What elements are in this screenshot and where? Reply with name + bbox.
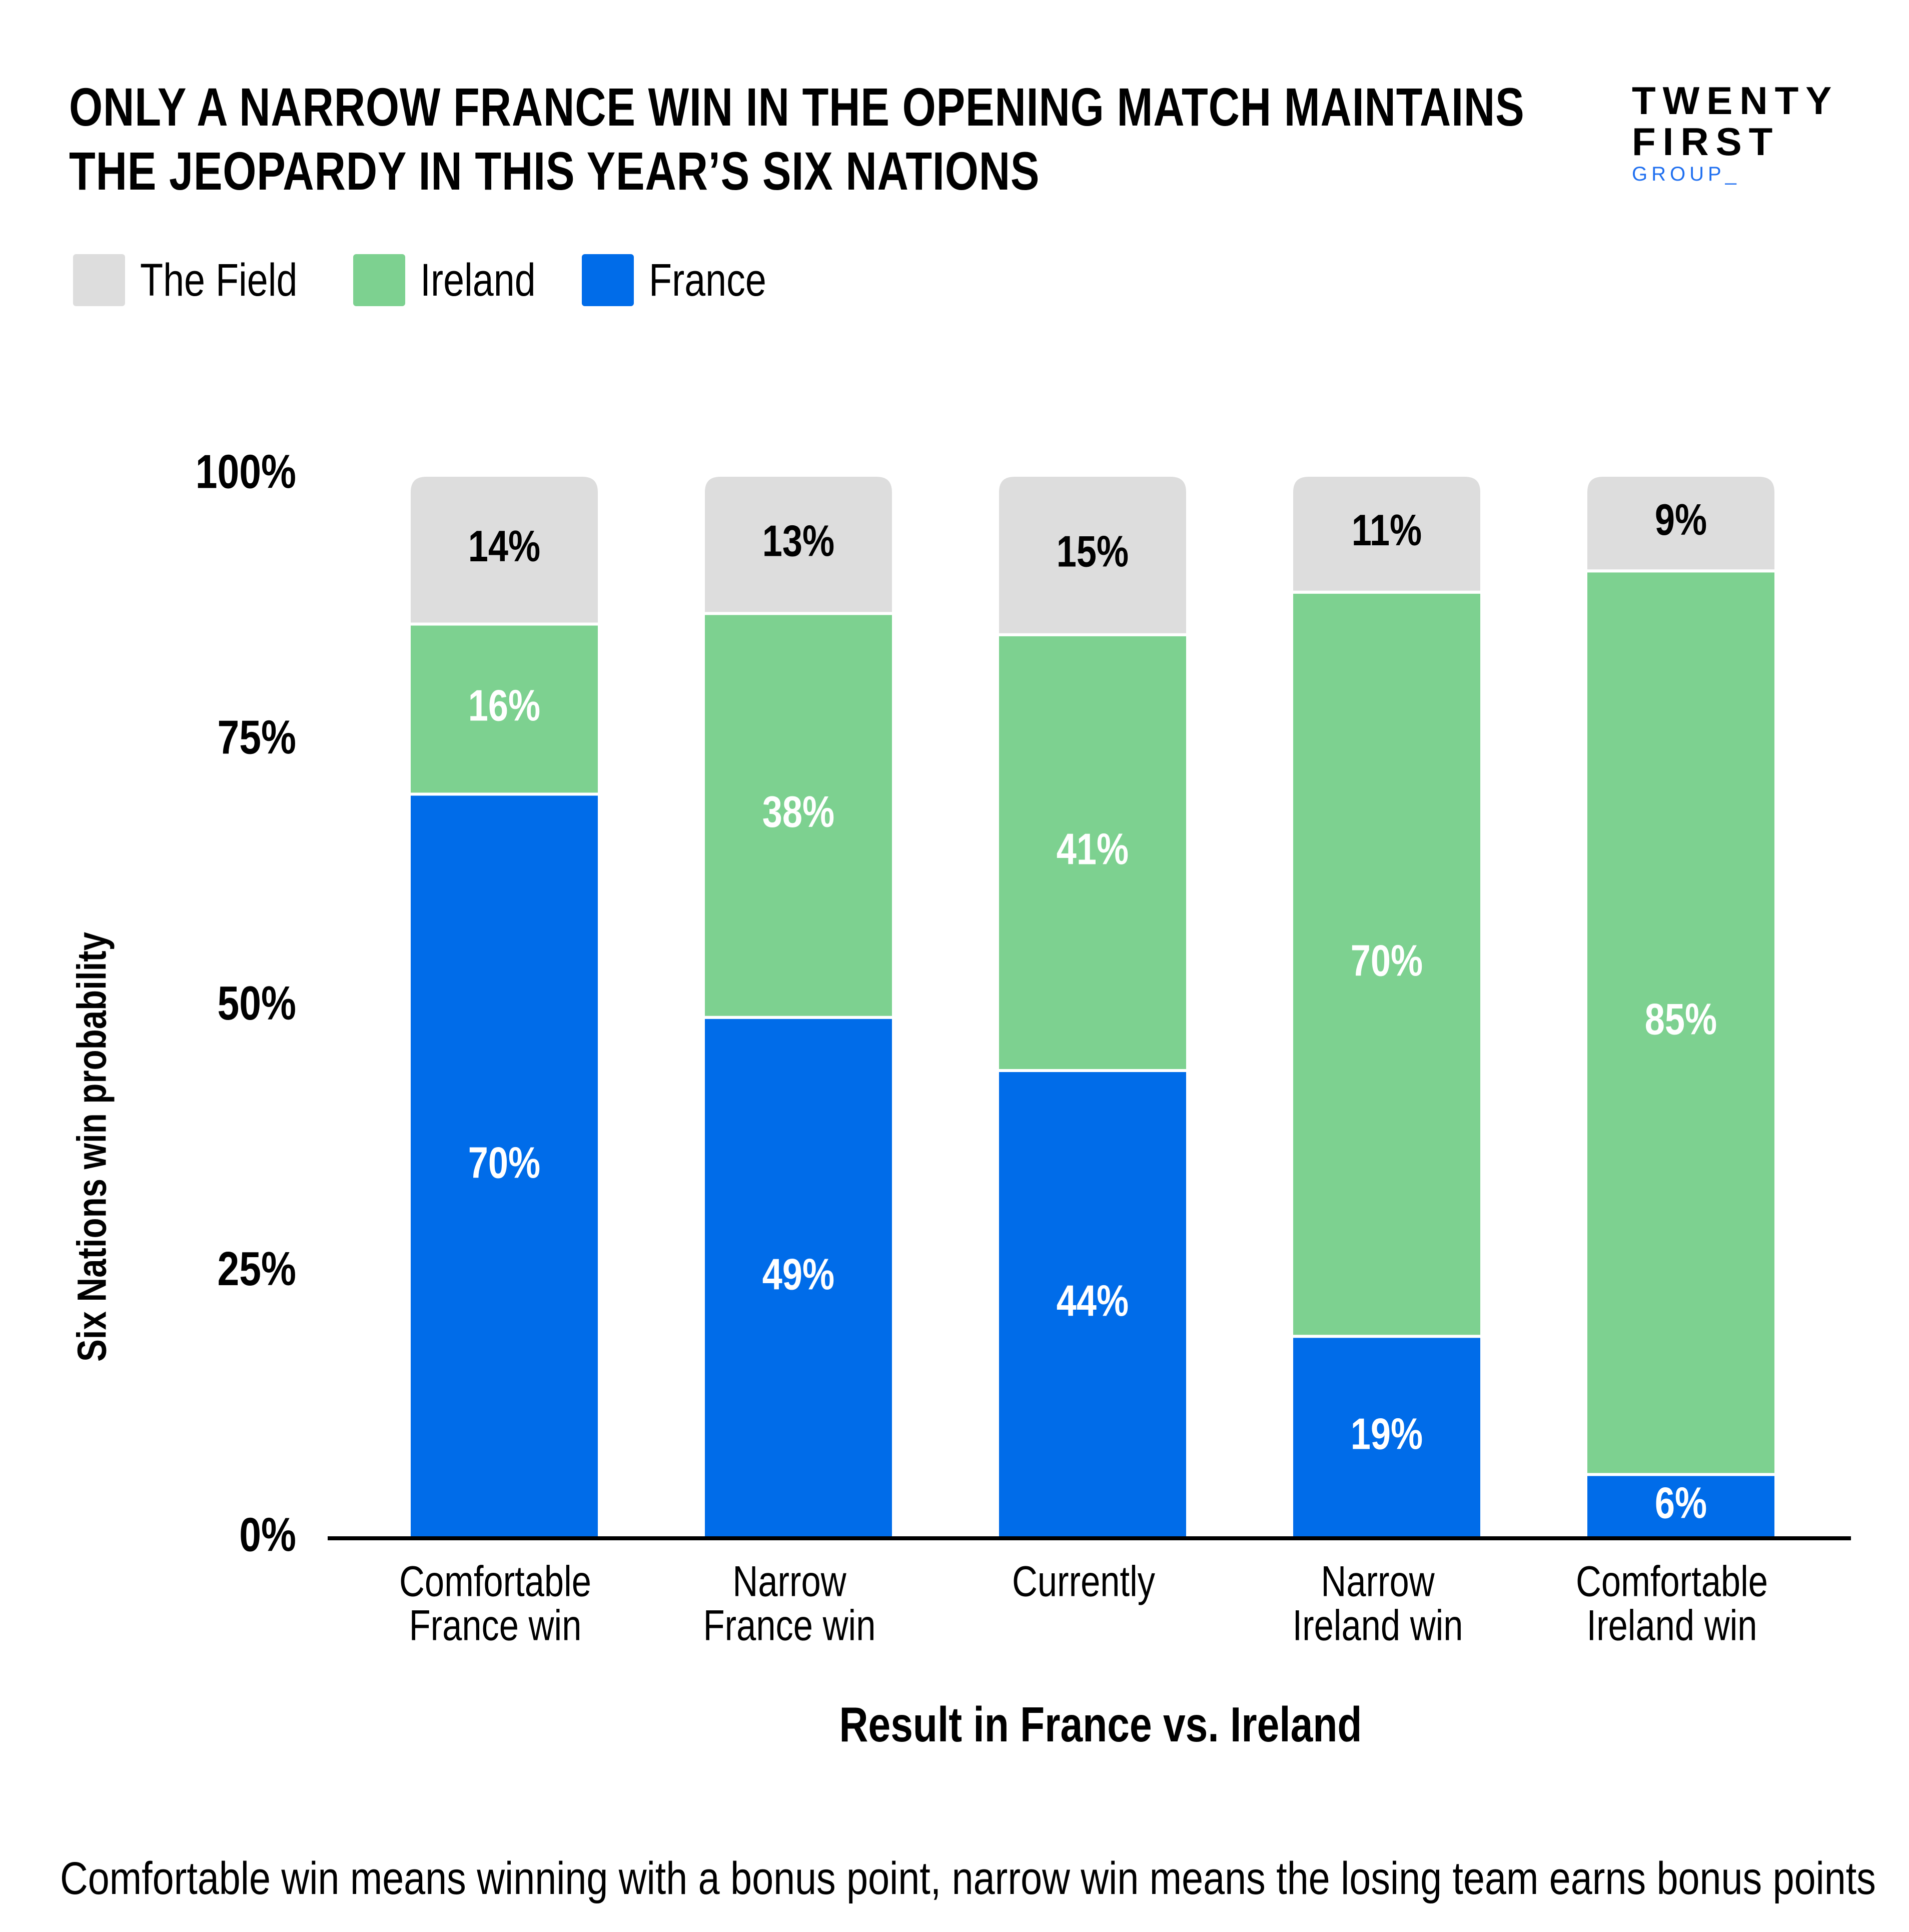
data-label-the-field: 9% [1655, 495, 1707, 544]
x-tick-label: Currently [1012, 1557, 1156, 1605]
legend-label-france: France [648, 255, 766, 306]
bar-segment-the-field [702, 474, 895, 615]
company-logo: TWENTY FIRST GROUP_ [1632, 80, 1832, 186]
legend-swatch-the-field [73, 254, 125, 306]
bar-segment-the-field [408, 474, 601, 626]
y-tick-label: 50% [217, 976, 296, 1030]
y-tick-label: 0% [239, 1508, 296, 1561]
legend-label-the-field: The Field [140, 255, 298, 306]
bar-segment-ireland [996, 633, 1189, 1072]
logo-line-1: TWENTY [1632, 79, 1839, 123]
data-label-the-field: 15% [1057, 527, 1129, 576]
bar-segment-france [1290, 1335, 1483, 1540]
y-tick-label: 25% [217, 1242, 296, 1296]
legend-item-the-field: The Field [73, 254, 322, 306]
data-label-france: 19% [1351, 1410, 1423, 1459]
bar-segment-the-field [996, 474, 1189, 636]
footnote: Comfortable win means winning with a bon… [60, 1853, 1876, 1904]
bar-segment-france [702, 1016, 895, 1540]
data-label-the-field: 11% [1352, 506, 1422, 555]
bar-segment-ireland [408, 622, 601, 796]
x-tick-label: Comfortable [399, 1557, 591, 1605]
data-label-the-field: 14% [468, 522, 540, 571]
legend-label-ireland: Ireland [420, 255, 536, 306]
x-tick-label: Narrow [732, 1557, 846, 1605]
bar-segment-ireland [702, 612, 895, 1019]
x-tick-label: Comfortable [1576, 1557, 1768, 1605]
x-tick-label: Ireland win [1587, 1601, 1757, 1649]
bar-segment-the-field [1584, 474, 1777, 573]
data-label-the-field: 13% [762, 517, 834, 566]
legend-swatch-france [581, 254, 634, 306]
bar-segment-ireland [1290, 590, 1483, 1338]
y-tick-label: 75% [217, 710, 296, 764]
bar-segment-france [1584, 1473, 1777, 1540]
bar-segment-ireland [1584, 569, 1777, 1476]
y-tick-label: 100% [196, 445, 296, 498]
data-label-ireland: 38% [762, 788, 834, 837]
bar-segment-the-field [1290, 474, 1483, 594]
data-label-ireland: 16% [468, 681, 540, 730]
data-label-france: 49% [762, 1250, 834, 1299]
x-tick-label: Ireland win [1293, 1601, 1463, 1649]
y-axis-title: Six Nations win probability [69, 932, 115, 1362]
title-line-2: THE JEOPARDY IN THIS YEAR’S SIX NATIONS [69, 141, 1040, 201]
x-tick-label: France win [409, 1601, 582, 1649]
data-label-france: 70% [468, 1139, 540, 1188]
x-tick-label: France win [703, 1601, 876, 1649]
data-label-france: 44% [1057, 1277, 1129, 1326]
logo-line-2: FIRST [1632, 120, 1780, 164]
bar-segment-france [408, 792, 601, 1540]
legend-swatch-ireland [353, 254, 405, 306]
bar-segment-france [996, 1069, 1189, 1540]
chart-legend: The Field Ireland France [73, 254, 813, 306]
logo-line-3: GROUP_ [1632, 163, 1740, 185]
x-tick-label: Narrow [1321, 1557, 1434, 1605]
x-axis-title: Result in France vs. Ireland [839, 1697, 1362, 1751]
data-label-ireland: 70% [1351, 936, 1423, 986]
data-label-ireland: 41% [1057, 825, 1129, 874]
data-label-ireland: 85% [1645, 995, 1717, 1044]
data-label-france: 6% [1655, 1479, 1707, 1528]
legend-item-france: France [581, 254, 782, 306]
legend-item-ireland: Ireland [353, 254, 551, 306]
